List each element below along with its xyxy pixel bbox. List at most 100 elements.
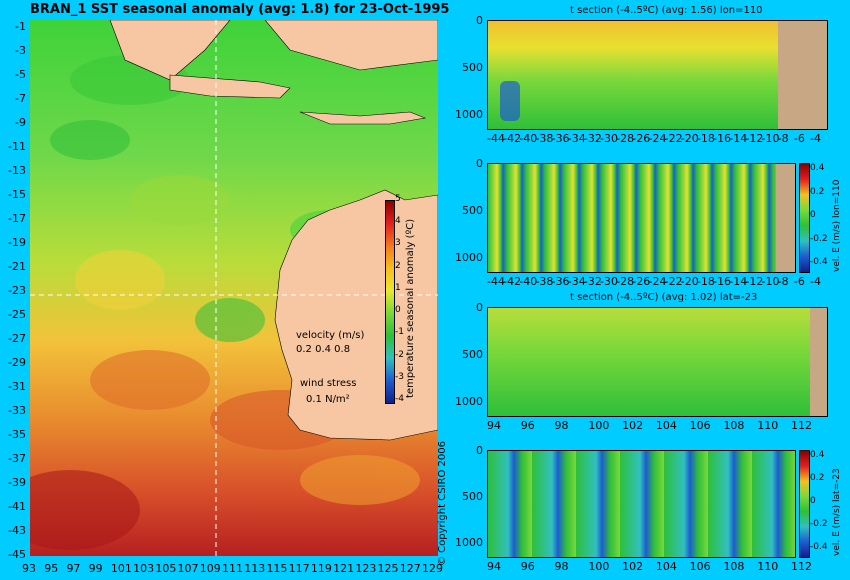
colorbar-tick: 0.4 xyxy=(810,163,825,173)
colorbar-tick: 0 xyxy=(810,496,816,506)
section-y-tick: 1000 xyxy=(455,108,483,121)
tsection-lat-land xyxy=(810,308,827,416)
section-y-tick: 0 xyxy=(476,301,483,314)
colorbar-tick: -0.2 xyxy=(810,519,828,529)
section-x-tick: -8 xyxy=(777,275,789,288)
section-x-tick: 104 xyxy=(655,560,677,573)
map-x-tick: 123 xyxy=(355,562,377,575)
section-y-tick: 500 xyxy=(462,490,483,503)
colorbar-tick: -0.4 xyxy=(810,542,828,552)
vele-lat-ylabel: vel. E (m/s) lat=-23 xyxy=(832,468,842,556)
section-x-tick: -10 xyxy=(761,275,780,288)
section-x-tick: -36 xyxy=(551,275,570,288)
section-x-tick: -4 xyxy=(810,132,821,145)
velocity-legend-values: 0.2 0.4 0.8 xyxy=(296,344,351,355)
colorbar-tick: -0.2 xyxy=(810,233,828,244)
map-y-tick: -31 xyxy=(8,380,26,393)
map-x-tick: 111 xyxy=(222,562,243,575)
map-x-tick: 103 xyxy=(133,562,155,575)
section-x-tick: -44 xyxy=(487,132,505,145)
copyright: © Copyright CSIRO 2006 xyxy=(437,441,448,566)
map-colorbar-tick: -1 xyxy=(395,327,404,338)
section-x-tick: -6 xyxy=(793,275,805,288)
tsection-lat-title: t section (-4..5ºC) (avg: 1.02) lat=-23 xyxy=(570,292,758,303)
section-x-tick: 100 xyxy=(588,419,610,432)
map-colorbar xyxy=(385,200,395,404)
section-x-tick: 112 xyxy=(791,560,812,573)
section-x-tick: -18 xyxy=(696,275,715,288)
map-x-tick: 109 xyxy=(199,562,221,575)
section-x-tick: 94 xyxy=(487,419,501,432)
section-x-tick: -22 xyxy=(664,275,683,288)
map-y-tick: -39 xyxy=(8,476,26,489)
section-x-tick: -24 xyxy=(648,275,667,288)
vele-lat-panel xyxy=(487,450,796,558)
section-x-tick: -30 xyxy=(600,275,619,288)
map-y-tick: -13 xyxy=(8,164,26,177)
map-colorbar-tick: 0 xyxy=(395,305,401,316)
map-x-tick: 117 xyxy=(288,562,310,575)
map-y-tick: -19 xyxy=(8,236,26,249)
map-x-tick: 125 xyxy=(377,562,399,575)
colorbar-tick: 0.4 xyxy=(810,450,825,460)
sst-map-svg xyxy=(30,20,438,556)
section-y-tick: 500 xyxy=(462,348,483,361)
section-y-tick: 0 xyxy=(476,14,483,27)
map-title: BRAN_1 SST seasonal anomaly (avg: 1.8) f… xyxy=(30,2,450,17)
section-x-tick: 110 xyxy=(757,560,779,573)
map-y-tick: -7 xyxy=(15,92,26,105)
map-colorbar-tick: 2 xyxy=(395,260,401,271)
vele-lon-colorbar xyxy=(799,163,810,273)
map-colorbar-tick: 3 xyxy=(395,238,401,249)
section-x-tick: -42 xyxy=(503,275,522,288)
colorbar-tick: -0.4 xyxy=(810,257,828,267)
section-y-tick: 1000 xyxy=(455,395,483,408)
section-x-tick: 102 xyxy=(622,560,644,573)
section-x-tick: 96 xyxy=(520,419,535,432)
tsection-lon-cold-patch xyxy=(500,81,520,121)
map-x-tick: 99 xyxy=(88,562,103,575)
map-y-tick: -43 xyxy=(8,524,26,537)
tsection-lon-panel xyxy=(487,20,828,130)
section-x-tick: -12 xyxy=(745,275,764,288)
section-x-tick: -20 xyxy=(680,132,699,145)
sumatra-land xyxy=(109,20,231,81)
section-x-tick: -22 xyxy=(664,132,683,145)
section-x-tick: -24 xyxy=(648,132,667,145)
section-x-tick: -16 xyxy=(713,132,732,145)
section-x-tick: -14 xyxy=(729,132,748,145)
section-x-tick: 110 xyxy=(757,419,779,432)
map-y-tick: -15 xyxy=(8,188,26,201)
map-colorbar-tick: -2 xyxy=(395,349,404,360)
section-x-tick: -26 xyxy=(632,275,651,288)
section-x-tick: 104 xyxy=(655,419,677,432)
map-y-tick: -3 xyxy=(15,44,26,57)
map-x-tick: 101 xyxy=(110,562,132,575)
section-x-tick: 108 xyxy=(723,560,745,573)
wind-legend-title: wind stress xyxy=(300,378,357,389)
australia-land xyxy=(274,189,438,441)
map-y-tick: -25 xyxy=(8,308,26,321)
islands-land xyxy=(299,111,427,125)
map-y-tick: -1 xyxy=(15,20,26,33)
map-x-tick: 95 xyxy=(44,562,59,575)
map-x-tick: 129 xyxy=(422,562,443,575)
map-y-tick: -33 xyxy=(8,404,26,417)
section-x-tick: -32 xyxy=(583,132,602,145)
map-x-tick: 105 xyxy=(155,562,177,575)
section-x-tick: -42 xyxy=(503,132,522,145)
map-x-tick: 107 xyxy=(177,562,199,575)
map-y-tick: -21 xyxy=(8,260,26,273)
map-x-tick: 115 xyxy=(266,562,288,575)
section-x-tick: -4 xyxy=(810,275,821,288)
map-y-tick: -5 xyxy=(15,68,26,81)
map-x-tick: 113 xyxy=(244,562,266,575)
section-x-tick: -10 xyxy=(761,132,780,145)
sst-anomaly-map: velocity (m/s) 0.2 0.4 0.8 wind stress 0… xyxy=(30,20,438,556)
velocity-legend-title: velocity (m/s) xyxy=(296,330,365,341)
colorbar-tick: 0.2 xyxy=(810,186,825,197)
map-x-tick: 127 xyxy=(399,562,421,575)
section-y-tick: 0 xyxy=(476,157,483,170)
section-x-tick: -16 xyxy=(713,275,732,288)
map-y-tick: -29 xyxy=(8,356,26,369)
